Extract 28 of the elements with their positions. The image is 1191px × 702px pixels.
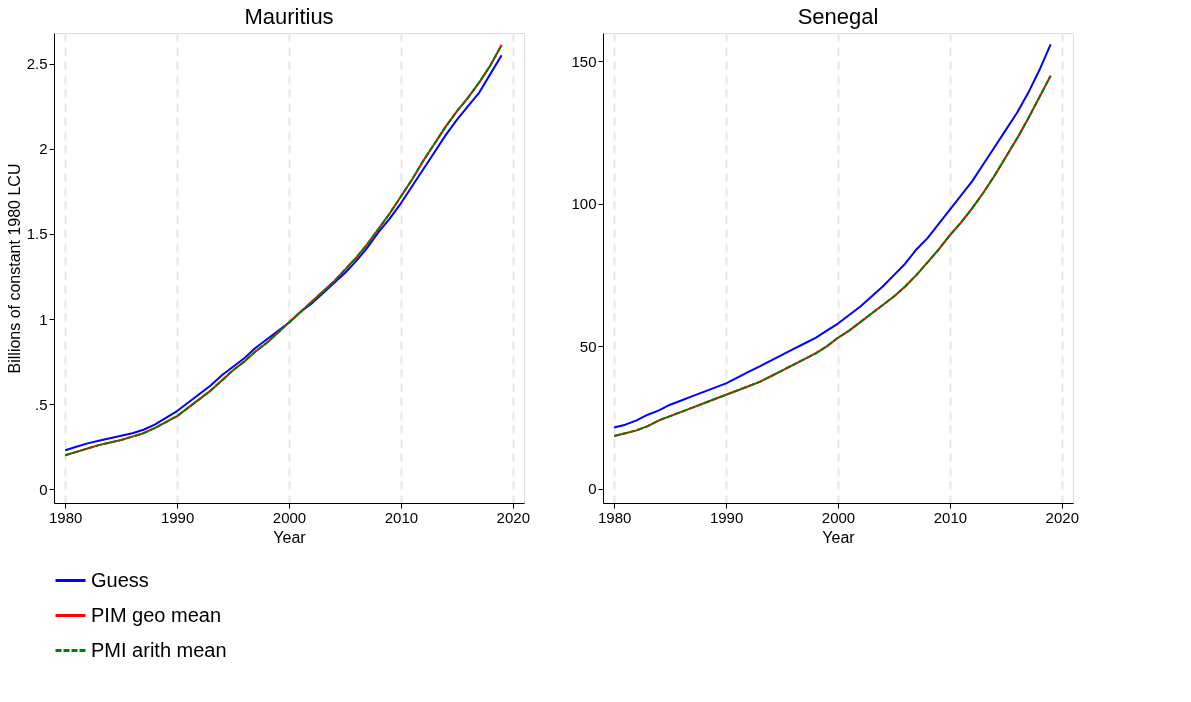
legend-label: Guess (91, 568, 149, 591)
x-tick-label: 1990 (160, 508, 195, 526)
x-tick-label: 2010 (933, 508, 968, 526)
y-tick-label: 2.5 (26, 55, 48, 73)
x-axis-title: Year (273, 528, 307, 546)
y-tick-label: 1.5 (26, 225, 48, 243)
y-tick-label: 50 (579, 337, 597, 355)
x-axis-title: Year (822, 528, 856, 546)
y-tick-label: 0 (39, 480, 48, 498)
y-axis-title: Billions of constant 1980 LCU (5, 163, 23, 374)
x-tick-label: 2020 (496, 508, 530, 526)
chart-title: Mauritius (244, 4, 334, 29)
x-tick-label: 2010 (384, 508, 419, 526)
legend-label: PMI arith mean (91, 638, 227, 661)
x-tick-label: 2000 (821, 508, 856, 526)
x-tick-label: 1980 (598, 508, 632, 526)
y-tick-label: 0 (588, 480, 597, 498)
x-tick-label: 1990 (709, 508, 744, 526)
y-tick-label: 100 (571, 195, 597, 213)
chart-title: Senegal (797, 4, 879, 29)
y-tick-label: 2 (39, 140, 48, 158)
y-tick-label: .5 (34, 395, 48, 413)
x-tick-label: 1980 (49, 508, 83, 526)
x-tick-label: 2000 (272, 508, 307, 526)
x-tick-label: 2020 (1045, 508, 1079, 526)
y-tick-label: 1 (39, 310, 48, 328)
y-tick-label: 150 (571, 52, 597, 70)
legend-label: PIM geo mean (91, 603, 222, 626)
